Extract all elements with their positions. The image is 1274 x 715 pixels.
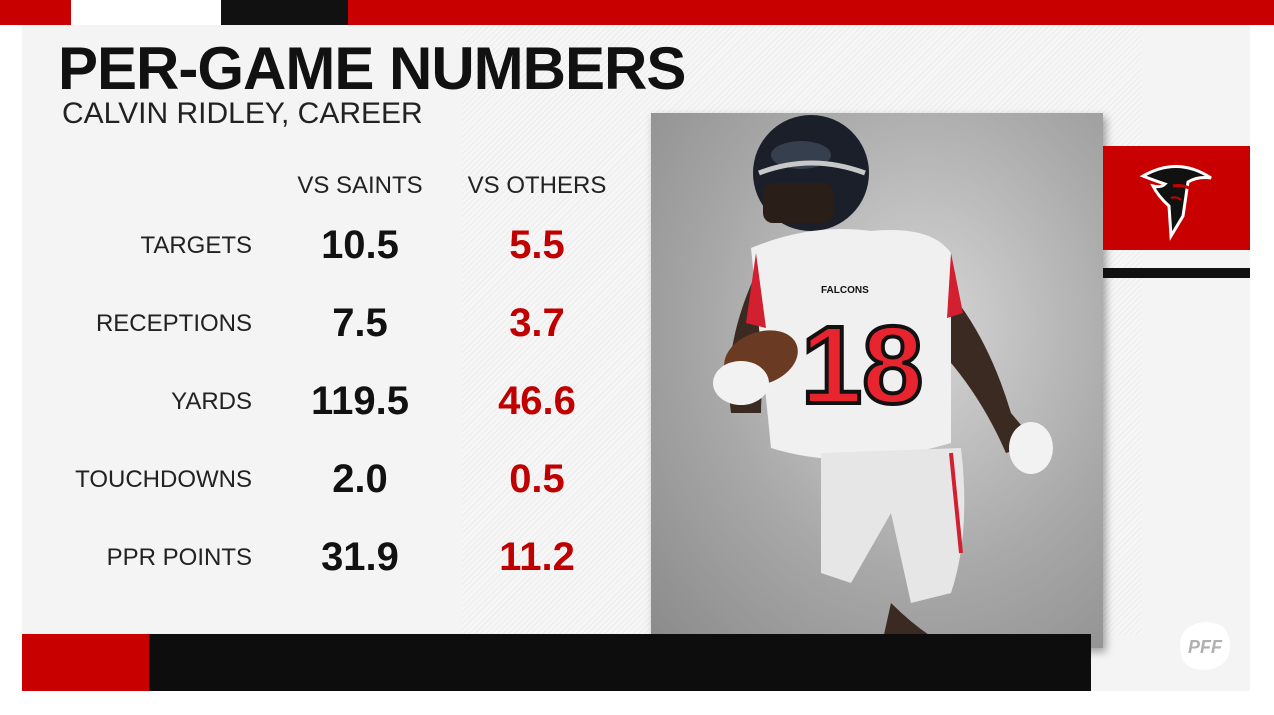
jersey-team-text: FALCONS	[821, 285, 869, 296]
jersey-number-text: 18	[801, 304, 923, 427]
pff-logo-icon: PFF	[1180, 622, 1230, 670]
player-illustration: FALCONS 18	[713, 115, 1053, 648]
player-photo: FALCONS 18	[651, 113, 1103, 648]
top-bar-red-right	[348, 0, 1274, 25]
bottom-bar-black	[149, 634, 1091, 691]
value-vs-saints: 119.5	[311, 379, 409, 423]
pff-logo: PFF	[1176, 620, 1232, 672]
value-vs-saints: 31.9	[321, 535, 399, 579]
value-vs-saints: 7.5	[332, 301, 388, 345]
value-vs-others: 3.7	[509, 301, 565, 345]
row-label: TARGETS	[140, 232, 252, 259]
value-vs-others: 0.5	[509, 457, 565, 501]
column-header-vs-saints: VS SAINTS	[297, 172, 423, 199]
page-subtitle: CALVIN RIDLEY, CAREER	[62, 97, 423, 130]
value-vs-others: 11.2	[499, 535, 575, 579]
pff-logo-text: PFF	[1188, 637, 1223, 657]
value-vs-others: 46.6	[498, 379, 576, 423]
page-title: PER-GAME NUMBERS	[58, 35, 686, 102]
value-vs-saints: 2.0	[332, 457, 388, 501]
accent-black-line	[1103, 268, 1250, 278]
column-header-vs-others: VS OTHERS	[467, 172, 607, 199]
row-label: TOUCHDOWNS	[75, 466, 252, 493]
top-bar-red-left	[0, 0, 71, 25]
row-label: YARDS	[171, 388, 252, 415]
falcons-logo-icon	[1139, 165, 1212, 241]
top-bar-white	[71, 0, 221, 25]
row-label: PPR POINTS	[106, 544, 252, 571]
top-bar-black	[221, 0, 348, 25]
value-vs-others: 5.5	[509, 223, 565, 267]
team-logo-box	[1103, 146, 1250, 250]
row-label: RECEPTIONS	[95, 310, 252, 337]
value-vs-saints: 10.5	[321, 223, 399, 267]
bottom-bar-red	[22, 634, 149, 691]
